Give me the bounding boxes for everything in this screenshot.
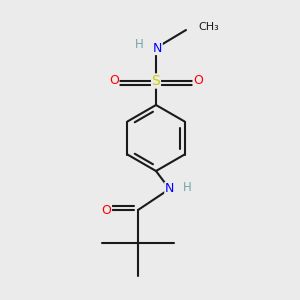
Text: O: O bbox=[102, 203, 111, 217]
Text: CH₃: CH₃ bbox=[198, 22, 219, 32]
Text: O: O bbox=[193, 74, 203, 88]
Text: S: S bbox=[152, 74, 160, 88]
Text: O: O bbox=[109, 74, 119, 88]
Text: H: H bbox=[182, 181, 191, 194]
Text: N: N bbox=[165, 182, 174, 196]
Text: H: H bbox=[135, 38, 144, 52]
Text: N: N bbox=[153, 41, 162, 55]
